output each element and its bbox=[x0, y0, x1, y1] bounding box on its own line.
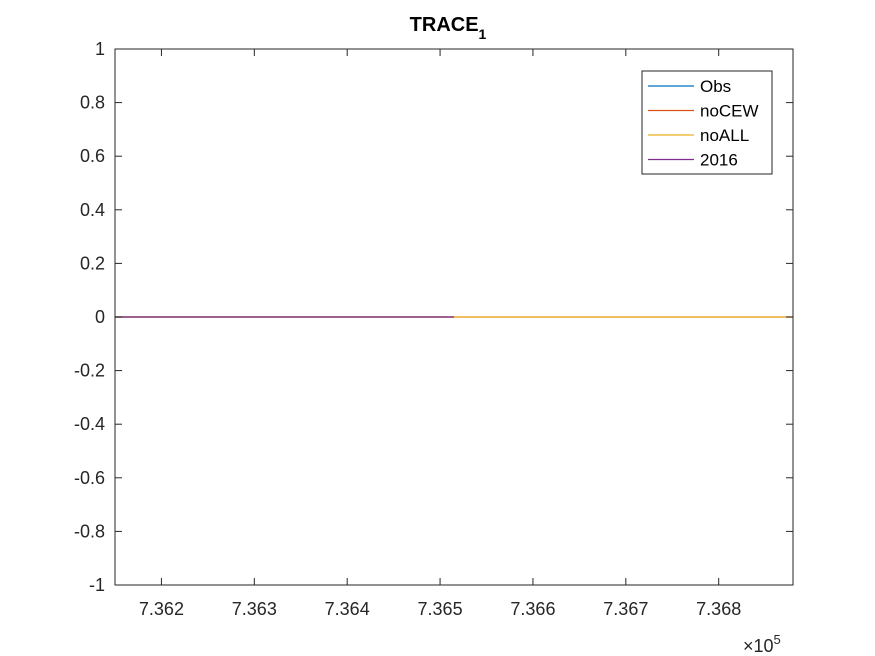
x-axis: 7.362 7.363 7.364 7.365 7.366 7.367 7.368 bbox=[139, 49, 741, 619]
legend-label: Obs bbox=[700, 77, 731, 96]
y-tick-label: -0.6 bbox=[74, 468, 105, 488]
y-tick-label: 0 bbox=[95, 307, 105, 327]
chart-title: TRACE1 bbox=[410, 14, 487, 42]
chart-title-subscript: 1 bbox=[479, 26, 487, 42]
x-tick-label: 7.365 bbox=[418, 599, 463, 619]
legend-label: noALL bbox=[700, 126, 749, 145]
x-tick-label: 7.366 bbox=[510, 599, 555, 619]
x-tick-label: 7.362 bbox=[139, 599, 184, 619]
legend-label: 2016 bbox=[700, 151, 738, 170]
chart-title-main: TRACE bbox=[410, 14, 479, 36]
legend-box bbox=[641, 70, 773, 175]
y-tick-label: -0.4 bbox=[74, 414, 105, 434]
y-tick-label: 0.2 bbox=[80, 253, 105, 273]
y-axis: 1 0.8 0.6 0.4 0.2 0 -0.2 -0.4 -0.6 -0.8 -1 bbox=[74, 39, 793, 595]
legend-item-nocew[interactable]: noCEW bbox=[648, 102, 759, 121]
x-tick-label: 7.363 bbox=[232, 599, 277, 619]
y-tick-label: -0.2 bbox=[74, 361, 105, 381]
x-exponent-power: 5 bbox=[774, 632, 781, 647]
legend-label: noCEW bbox=[700, 102, 759, 121]
x-tick-label: 7.368 bbox=[696, 599, 741, 619]
y-tick-label: 0.6 bbox=[80, 146, 105, 166]
x-exponent-label: ×105 bbox=[743, 632, 781, 656]
legend[interactable]: Obs noCEW noALL 2016 bbox=[641, 70, 773, 175]
y-tick-label: 0.8 bbox=[80, 93, 105, 113]
x-tick-label: 7.367 bbox=[603, 599, 648, 619]
legend-item-obs[interactable]: Obs bbox=[648, 77, 731, 96]
y-tick-label: 0.4 bbox=[80, 200, 105, 220]
y-tick-label: 1 bbox=[95, 39, 105, 59]
x-tick-label: 7.364 bbox=[325, 599, 370, 619]
legend-item-noall[interactable]: noALL bbox=[648, 126, 749, 145]
x-exponent-base: ×10 bbox=[743, 636, 774, 656]
legend-item-2016[interactable]: 2016 bbox=[648, 151, 738, 170]
y-tick-label: -1 bbox=[89, 575, 105, 595]
y-tick-label: -0.8 bbox=[74, 521, 105, 541]
